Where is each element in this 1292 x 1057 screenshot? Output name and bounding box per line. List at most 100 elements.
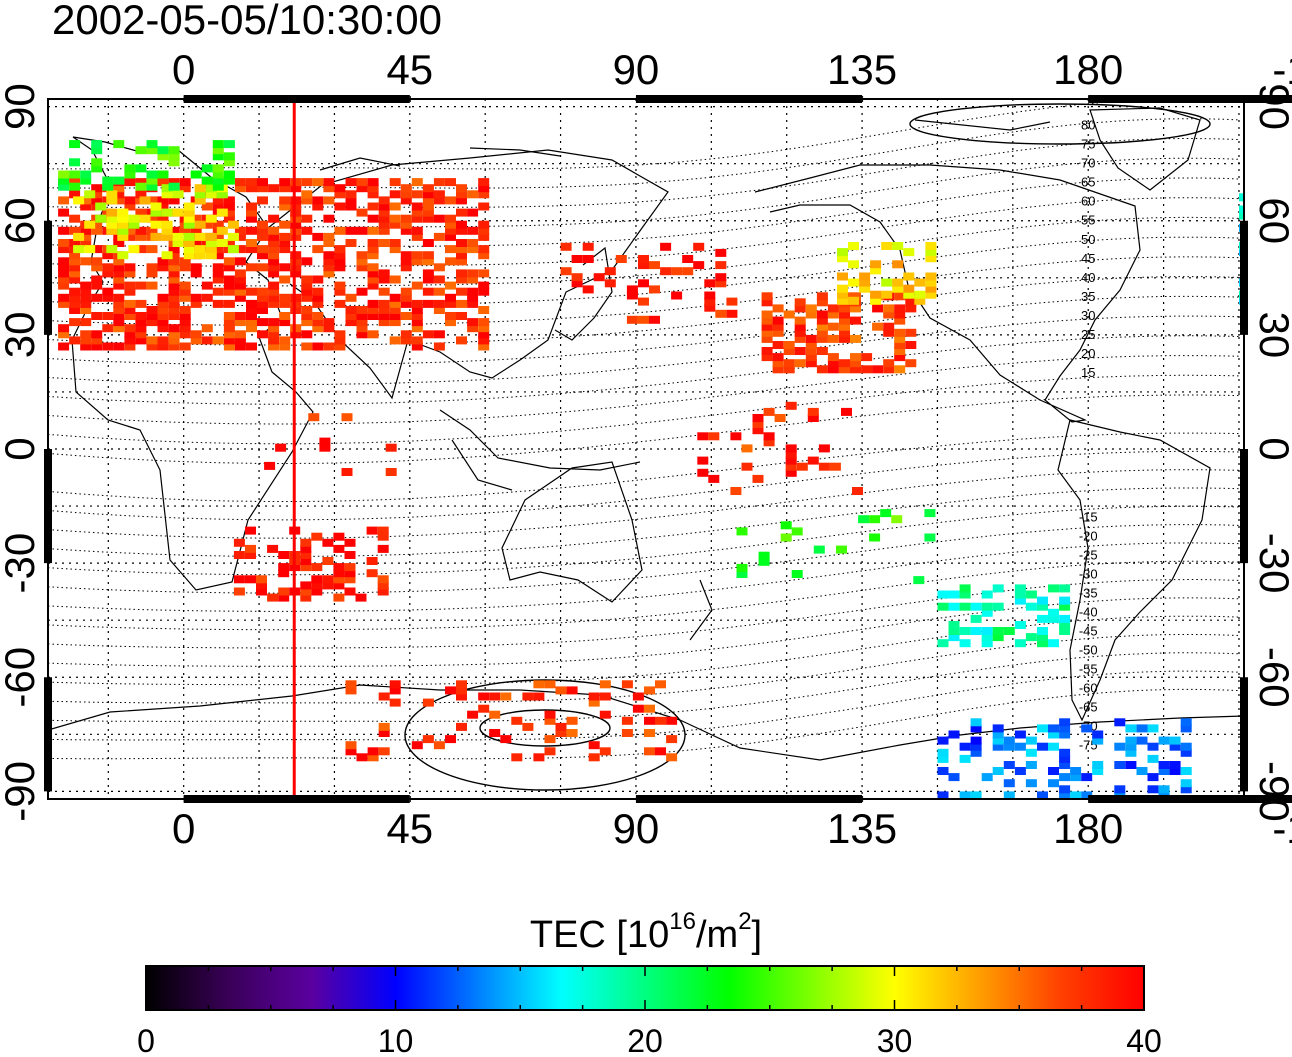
tec-cell (850, 359, 861, 368)
tec-cell (913, 576, 925, 585)
tec-cell (334, 281, 346, 290)
tec-cell (970, 602, 982, 611)
tec-cell (323, 342, 335, 351)
tec-cell (422, 287, 434, 296)
tec-cell (638, 297, 649, 306)
tec-cell (161, 220, 173, 229)
tec-cell (467, 324, 479, 333)
tec-cell (903, 290, 915, 299)
tec-cell (389, 318, 401, 327)
tec-cell (146, 196, 158, 205)
tec-cell (135, 226, 147, 235)
coastline-new-zealand (689, 579, 713, 641)
tec-cell (478, 245, 490, 254)
tec-cell (772, 341, 784, 349)
tec-cell (1048, 584, 1059, 593)
tec-cell (456, 686, 467, 695)
tec-cell (246, 263, 257, 272)
tec-cell (467, 245, 479, 254)
contour-label: -60 (1079, 681, 1098, 696)
tec-cell (168, 158, 180, 167)
tec-cell (268, 263, 280, 272)
tec-cell (246, 299, 257, 308)
tec-cell (80, 336, 92, 345)
tec-cell (205, 190, 217, 199)
tec-cell (367, 263, 379, 272)
tec-cell (805, 310, 817, 319)
tec-cell (422, 275, 434, 284)
tec-cell (870, 290, 882, 299)
tec-cell (478, 220, 490, 229)
tec-cell (194, 196, 206, 205)
tec-cell (1037, 633, 1048, 642)
tec-cell (894, 304, 906, 313)
tec-cell (389, 178, 401, 187)
tec-cell (279, 196, 291, 205)
tec-cell (894, 347, 906, 355)
tec-cell (256, 575, 267, 584)
tec-cell (128, 245, 140, 254)
contour-line (48, 157, 1240, 228)
tec-cell (256, 587, 267, 596)
tec-cell (816, 316, 828, 325)
contour-label: 15 (1081, 365, 1095, 380)
tec-cell (894, 353, 906, 362)
tec-cell (367, 190, 379, 199)
tec-cell (333, 575, 345, 584)
tec-cell (433, 330, 445, 339)
tec-cell (772, 365, 784, 374)
tec-cell (861, 353, 873, 362)
tec-cell (752, 474, 764, 483)
tec-cell (223, 208, 235, 217)
y-tick-label-right: 30 (1251, 312, 1292, 359)
frame-bar (44, 449, 52, 564)
tec-cell (168, 152, 180, 161)
contour-label: -30 (1079, 567, 1098, 582)
frame-bar (44, 677, 52, 792)
tec-cell (1158, 761, 1170, 769)
tec-cell (883, 365, 895, 374)
frame-bar (635, 795, 863, 803)
tec-cell (1037, 602, 1048, 611)
tec-cell (905, 359, 917, 368)
tec-cell (422, 251, 434, 260)
tec-cell (366, 526, 378, 535)
tec-cell (168, 324, 180, 333)
tec-cell (367, 178, 379, 187)
tec-cell (422, 208, 434, 217)
tec-cell (839, 316, 850, 325)
tec-cell (1125, 748, 1137, 757)
tec-cell (827, 353, 839, 362)
tec-cell (467, 208, 479, 217)
tec-cell (881, 242, 893, 250)
tec-cell (223, 287, 235, 296)
tec-cell (783, 347, 795, 355)
tec-cell (91, 226, 103, 235)
tec-cell (850, 292, 861, 301)
tec-cell (323, 239, 335, 247)
tec-cell (872, 304, 884, 313)
tec-cell (422, 184, 434, 193)
tec-cell (179, 281, 191, 290)
tec-cell (571, 273, 583, 282)
map-area: 8075706560555045403530252015-15-20-25-30… (48, 99, 1261, 799)
tec-cell (279, 263, 291, 272)
tec-cell (924, 533, 936, 542)
tec-cell (1114, 718, 1126, 727)
tec-cell (1037, 742, 1048, 751)
tec-cell (201, 324, 213, 333)
tec-cell (794, 316, 806, 325)
tec-cell (168, 275, 180, 284)
tec-cell (278, 587, 290, 596)
tec-cell (1250, 279, 1261, 287)
colorbar-title: TEC [1016/m2] (530, 908, 762, 956)
tec-cell (190, 293, 202, 302)
tec-cell (124, 196, 136, 205)
tec-cell (1025, 748, 1037, 757)
tec-cell (106, 245, 118, 254)
tec-cell (91, 140, 103, 149)
tec-cell (367, 239, 379, 247)
tec-cell (649, 315, 660, 324)
tec-cell (445, 686, 456, 695)
tec-cell (323, 178, 335, 187)
